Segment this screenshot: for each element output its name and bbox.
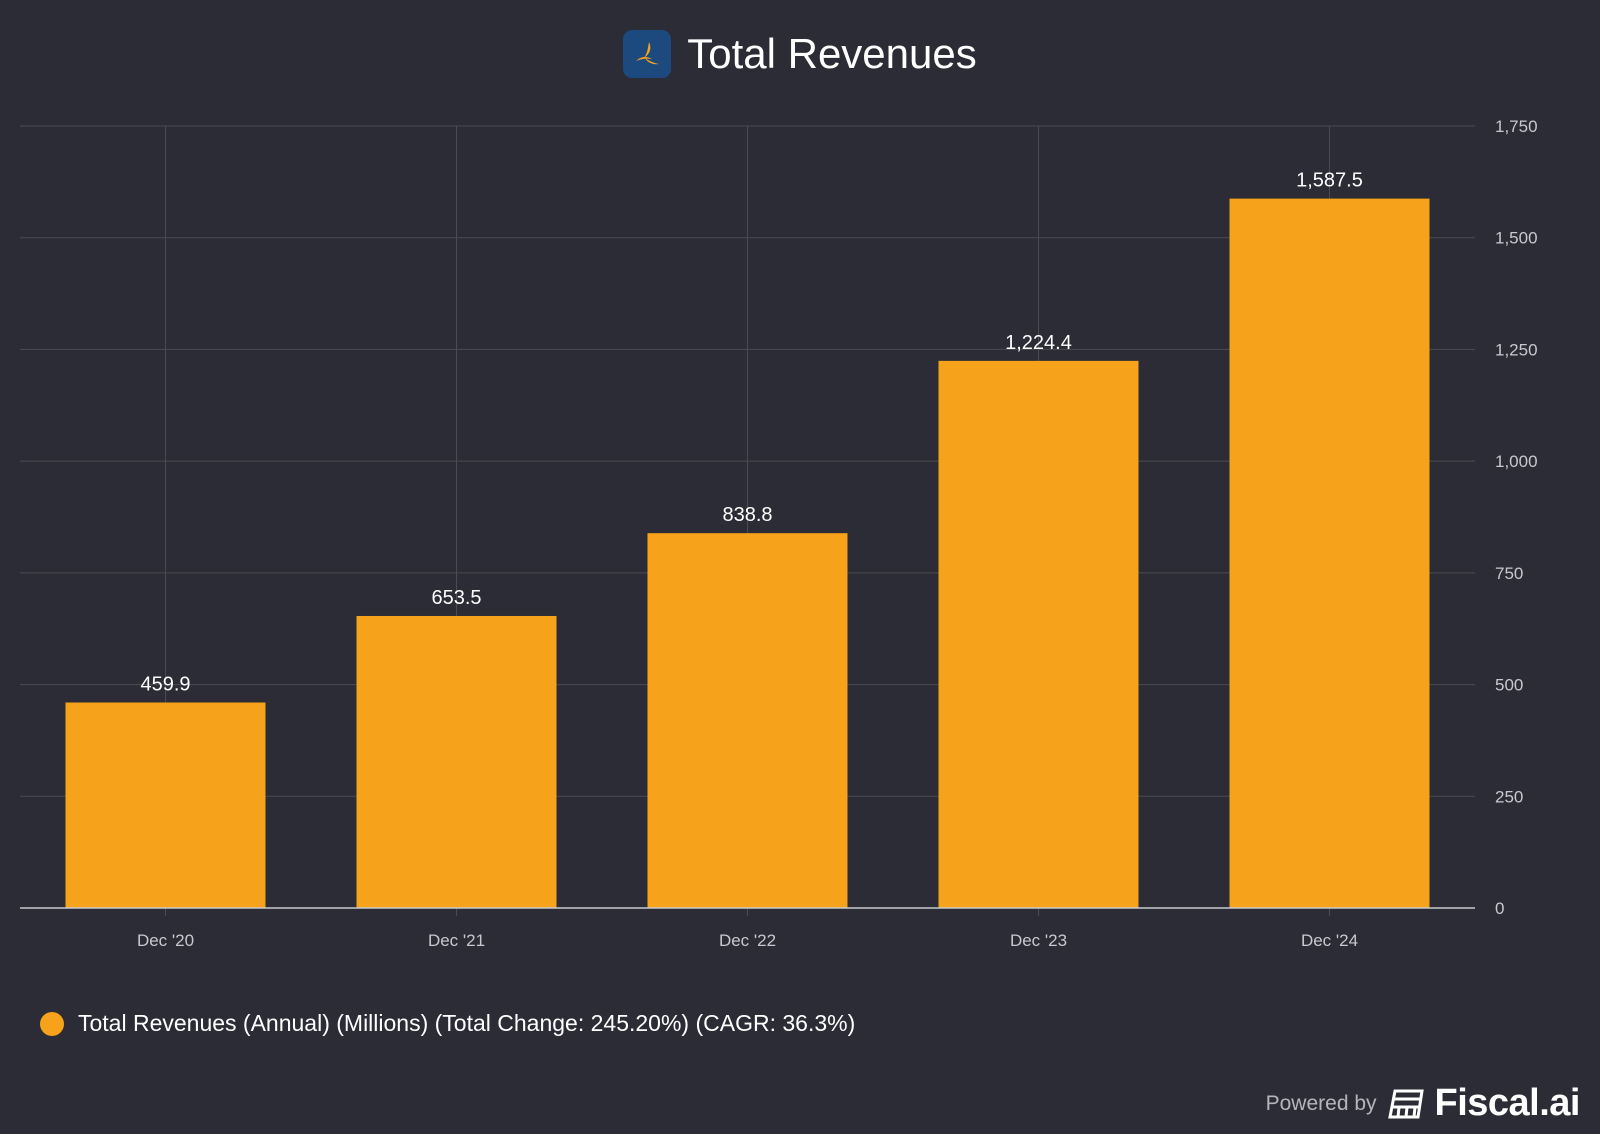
y-tick-label: 1,750 [1495,117,1538,136]
y-tick-label: 250 [1495,787,1523,806]
fiscal-logo-icon [1387,1089,1424,1118]
x-tick-label: Dec '20 [137,931,194,950]
powered-by-text: Powered by [1265,1091,1377,1115]
data-label: 1,224.4 [1005,332,1072,354]
data-label: 459.9 [140,673,190,695]
bar [356,615,557,908]
y-tick-label: 0 [1495,899,1504,918]
bar [938,360,1139,908]
y-tick-label: 750 [1495,564,1523,583]
legend-label: Total Revenues (Annual) (Millions) (Tota… [78,1010,856,1036]
bar [65,702,266,908]
bar [647,533,848,908]
x-tick-label: Dec '23 [1010,931,1067,950]
bar [1229,198,1430,909]
legend[interactable]: Total Revenues (Annual) (Millions) (Tota… [40,1010,855,1037]
x-tick-label: Dec '24 [1301,931,1358,950]
y-tick-label: 1,000 [1495,452,1538,471]
powered-by[interactable]: Powered by Fiscal.ai [1265,1082,1581,1125]
x-tick-label: Dec '21 [428,931,485,950]
bar-chart: 0 250 500 750 1,000 1,250 1,500 1,750 459.9 Dec '… [20,117,1538,950]
x-tick-label: Dec '22 [719,931,776,950]
y-tick-label: 1,500 [1495,229,1538,248]
company-logo-icon [623,30,672,78]
brand-name: Fiscal.ai [1434,1082,1581,1124]
legend-swatch [40,1011,64,1036]
data-label: 838.8 [722,504,772,526]
title-text: Total Revenues [687,30,977,77]
data-label: 653.5 [431,587,481,609]
y-tick-label: 1,250 [1495,340,1538,359]
data-label: 1,587.5 [1296,170,1363,192]
chart-title: Total Revenues [0,30,1600,78]
y-tick-label: 500 [1495,676,1523,695]
